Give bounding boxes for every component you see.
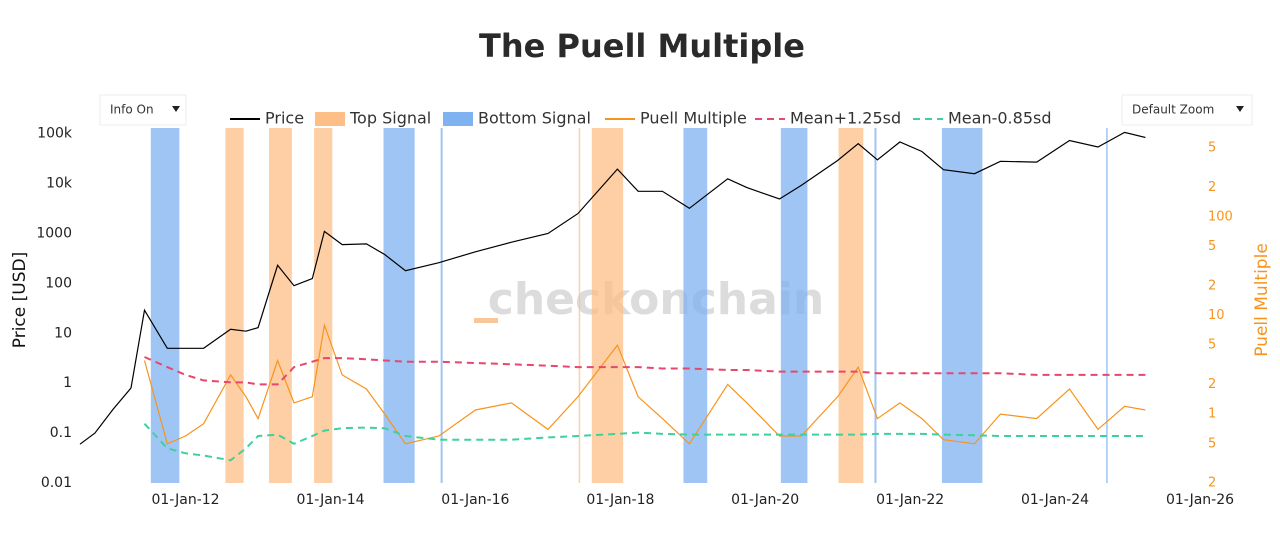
y-axis-title: Price [USD] <box>10 252 30 348</box>
y2-tick-label: 5 <box>1208 239 1216 254</box>
signal-band <box>314 128 333 483</box>
x-tick-label: 01-Jan-14 <box>296 492 364 508</box>
signal-band <box>838 128 864 483</box>
y-tick-label: 100 <box>45 275 72 291</box>
signal-band <box>591 128 624 483</box>
dropdown-box[interactable] <box>99 94 187 126</box>
y2-tick-label: 1 <box>1208 407 1216 422</box>
x-tick-label: 01-Jan-20 <box>731 492 799 508</box>
signal-band <box>269 128 292 483</box>
x-tick-label: 01-Jan-16 <box>441 492 509 508</box>
y-tick-label: 1000 <box>36 225 72 241</box>
y2-line <box>143 423 1146 462</box>
signal-band <box>780 128 808 483</box>
legend-label: Mean-0.85sd <box>948 109 1051 128</box>
signal-band <box>941 128 983 483</box>
signal-band <box>440 128 443 483</box>
y-tick-label: 100k <box>37 126 73 142</box>
chart-title: The Puell Multiple <box>479 27 805 65</box>
x-tick-label: 01-Jan-26 <box>1166 492 1234 508</box>
legend-label: Mean+1.25sd <box>790 109 901 128</box>
x-tick-label: 01-Jan-22 <box>876 492 944 508</box>
legend-swatch <box>315 112 345 126</box>
y-tick-label: 10k <box>46 176 73 192</box>
zoom-dropdown[interactable]: Default Zoom <box>1121 94 1253 126</box>
legend-label: Top Signal <box>349 109 431 128</box>
y-tick-label: 1 <box>63 375 72 391</box>
dropdown-arrow[interactable] <box>1236 106 1244 112</box>
signal-band <box>225 128 244 483</box>
y2-tick-label: 100 <box>1208 210 1233 225</box>
x-tick-label: 01-Jan-18 <box>586 492 654 508</box>
y2-line <box>144 356 1146 386</box>
legend-label: Price <box>265 109 304 128</box>
line <box>79 131 1146 445</box>
y2-tick-label: 2 <box>1208 180 1216 195</box>
y2-tick-label: 2 <box>1208 278 1216 293</box>
legend-label: Puell Multiple <box>640 109 747 128</box>
y2-line <box>143 322 1146 445</box>
signal-band <box>1106 128 1108 483</box>
y2-tick-label: 2 <box>1208 377 1216 392</box>
y2-tick-label: 5 <box>1208 338 1216 353</box>
y2-tick-label: 5 <box>1208 436 1216 451</box>
y-tick-label: 0.01 <box>41 475 72 491</box>
signal-band <box>874 128 877 483</box>
dropdown-arrow[interactable] <box>172 106 180 112</box>
x-tick-label: 01-Jan-24 <box>1021 492 1089 508</box>
signal-band <box>578 128 581 483</box>
watermark-underscore <box>474 318 498 323</box>
x-tick-label: 01-Jan-12 <box>151 492 219 508</box>
dropdown-label[interactable]: Default Zoom <box>1132 103 1214 117</box>
y2-axis-title: Puell Multiple <box>1252 243 1272 357</box>
info-dropdown[interactable]: Info On <box>99 94 187 126</box>
dropdown-label[interactable]: Info On <box>110 103 154 117</box>
watermark: checkonchain <box>488 274 824 325</box>
y-tick-label: 0.1 <box>50 425 72 441</box>
legend-swatch <box>443 112 473 126</box>
y2-tick-label: 10 <box>1208 308 1225 323</box>
signal-band <box>683 128 708 483</box>
signal-band <box>383 128 415 483</box>
legend-label: Bottom Signal <box>478 109 591 128</box>
y2-tick-label: 2 <box>1208 476 1216 491</box>
y-tick-label: 10 <box>54 325 72 341</box>
signal-band <box>150 128 180 483</box>
y2-tick-label: 5 <box>1208 141 1216 156</box>
dropdown-box[interactable] <box>1121 94 1253 126</box>
